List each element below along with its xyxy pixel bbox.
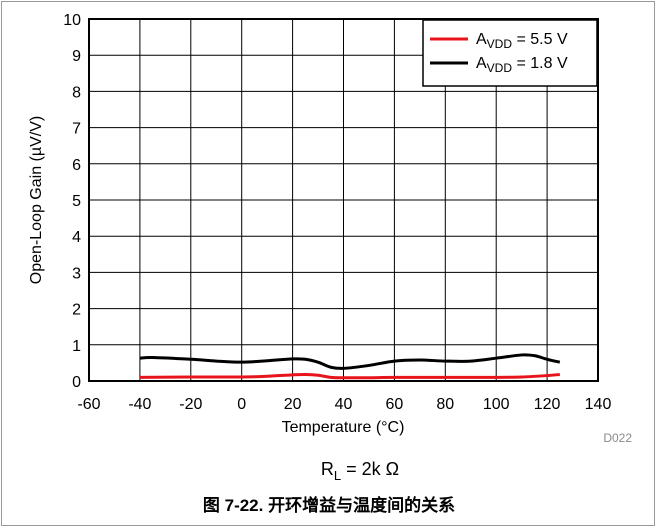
y-tick-label: 0: [72, 374, 81, 391]
x-tick-label: 40: [335, 396, 353, 413]
legend-entry-main: A: [476, 31, 487, 48]
legend-box: [422, 19, 598, 87]
y-tick-label: 2: [72, 302, 81, 319]
legend-entry-0: AVDD = 5.5 V: [476, 31, 568, 51]
y-tick-label: 7: [72, 121, 81, 138]
legend-entry-1: AVDD = 1.8 V: [476, 55, 568, 75]
load-condition: RL = 2k Ω: [321, 459, 399, 483]
x-tick-label: 120: [534, 396, 561, 413]
y-tick-label: 9: [72, 48, 81, 65]
x-tick-label: 140: [585, 396, 612, 413]
condition-value: = 2k Ω: [341, 459, 399, 479]
x-tick-label: -20: [179, 396, 202, 413]
series-line-1: [139, 353, 561, 370]
legend-entry-value: = 5.5 V: [512, 31, 568, 48]
x-tick-label: -40: [128, 396, 151, 413]
y-tick-label: 10: [63, 12, 81, 29]
y-axis-label: Open-Loop Gain (µV/V): [28, 116, 45, 284]
x-tick-label: 20: [284, 396, 302, 413]
y-tick-label: 6: [72, 157, 81, 174]
x-tick-label: 80: [436, 396, 454, 413]
y-tick-labels: 0 1 2 3 4 5 6 7 8 9 10: [63, 12, 81, 391]
y-tick-label: 4: [72, 229, 81, 246]
y-tick-label: 8: [72, 84, 81, 101]
y-tick-label: 5: [72, 193, 81, 210]
y-tick-label: 1: [72, 338, 81, 355]
figure-caption: 图 7-22. 开环增益与温度间的关系: [203, 495, 455, 515]
legend-entry-value: = 1.8 V: [512, 55, 568, 72]
x-axis-label: Temperature (°C): [282, 419, 405, 436]
figure-code: D022: [603, 431, 632, 445]
legend-entry-sub: VDD: [487, 37, 513, 51]
x-tick-label: 60: [386, 396, 404, 413]
series-lines: [139, 353, 561, 380]
x-tick-label: 0: [237, 396, 246, 413]
y-tick-label: 3: [72, 265, 81, 282]
condition-sub: L: [334, 468, 341, 483]
plot-border: [88, 18, 599, 382]
condition-main: R: [321, 459, 334, 479]
legend-entry-main: A: [476, 55, 487, 72]
legend-entry-sub: VDD: [487, 61, 513, 75]
series-line-0: [139, 372, 560, 380]
x-tick-label: -60: [77, 396, 100, 413]
x-tick-labels: -60 -40 -20 0 20 40 60 80 100 120 140: [77, 396, 611, 413]
x-tick-label: 100: [483, 396, 510, 413]
